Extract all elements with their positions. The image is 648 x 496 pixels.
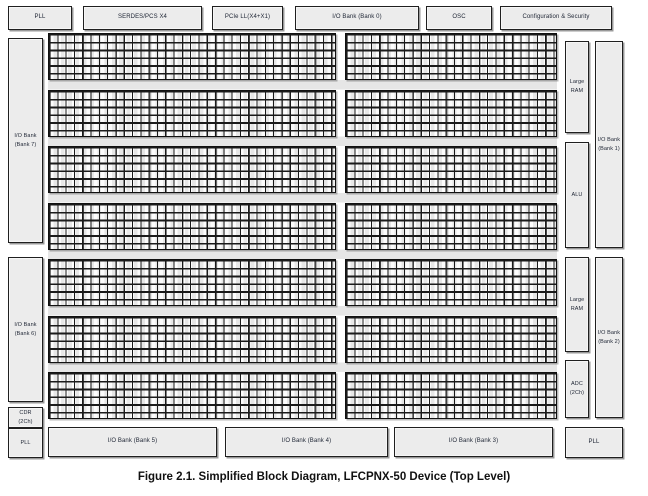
fabric-grid-left	[48, 33, 336, 80]
block-pll-top: PLL	[8, 6, 72, 30]
fabric-grid-right	[345, 372, 557, 419]
fabric-band	[48, 372, 557, 419]
block-adc: ADC (2Ch)	[565, 360, 589, 418]
fabric-grid-right	[345, 259, 557, 306]
fabric-band	[48, 202, 557, 250]
block-large-ram-top: Large RAM	[565, 41, 589, 133]
fabric-grid-right	[345, 146, 557, 193]
block-pcie-ll: PCIe LL(X4+X1)	[212, 6, 283, 30]
fabric-grid-left	[48, 89, 336, 137]
fabric-grid-left	[48, 315, 336, 363]
block-io-bank-4: I/O Bank (Bank 4)	[225, 427, 388, 457]
block-osc: OSC	[426, 6, 492, 30]
block-cdr: CDR (2Ch)	[8, 407, 43, 428]
fabric-grid-left	[48, 146, 336, 193]
block-io-bank-0: I/O Bank (Bank 0)	[295, 6, 419, 30]
fabric-grid-left	[48, 372, 336, 419]
fabric-band	[48, 315, 557, 363]
fabric-grid-left	[48, 202, 336, 250]
block-io-bank-3: I/O Bank (Bank 3)	[394, 427, 553, 457]
block-io-bank-7: I/O Bank (Bank 7)	[8, 38, 43, 243]
block-alu: ALU	[565, 142, 589, 248]
fabric-band	[48, 33, 557, 80]
block-configuration-security: Configuration & Security	[500, 6, 612, 30]
fabric-band	[48, 259, 557, 306]
figure-caption: Figure 2.1. Simplified Block Diagram, LF…	[137, 471, 511, 483]
fabric-grid-right	[345, 202, 557, 250]
logic-fabric	[48, 33, 557, 419]
block-io-bank-1: I/O Bank (Bank 1)	[595, 41, 623, 248]
block-pll-bottom-right: PLL	[565, 427, 623, 458]
fabric-grid-left	[48, 259, 336, 306]
block-serdes-pcs: SERDES/PCS X4	[83, 6, 202, 30]
fabric-grid-right	[345, 315, 557, 363]
fabric-band	[48, 89, 557, 137]
block-large-ram-bottom: Large RAM	[565, 257, 589, 352]
block-io-bank-6: I/O Bank (Bank 6)	[8, 257, 43, 402]
fabric-grid-right	[345, 89, 557, 137]
block-io-bank-5: I/O Bank (Bank 5)	[48, 427, 217, 457]
block-io-bank-2: I/O Bank (Bank 2)	[595, 257, 623, 418]
block-pll-bottom-left: PLL	[8, 428, 43, 458]
fabric-band	[48, 146, 557, 193]
fabric-grid-right	[345, 33, 557, 80]
